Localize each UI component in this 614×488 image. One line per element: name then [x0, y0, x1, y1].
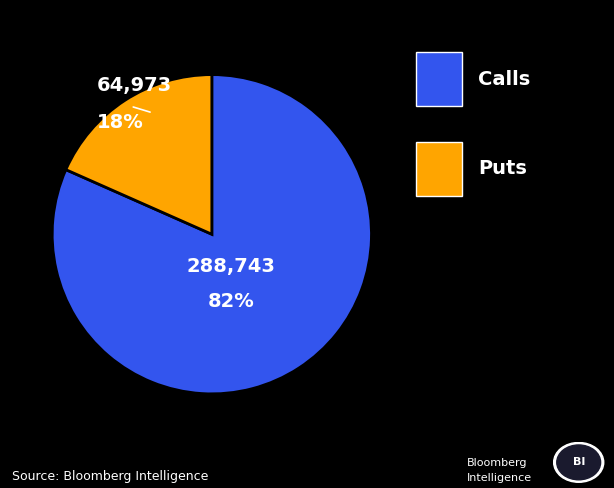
Text: 82%: 82% [208, 292, 254, 311]
Circle shape [557, 445, 600, 480]
Text: Bloomberg: Bloomberg [467, 459, 527, 468]
Text: Calls: Calls [478, 70, 530, 88]
Text: Intelligence: Intelligence [467, 473, 532, 483]
Text: BI: BI [572, 457, 585, 468]
Text: 64,973: 64,973 [97, 76, 172, 95]
Text: Source: Bloomberg Intelligence: Source: Bloomberg Intelligence [12, 470, 209, 483]
FancyBboxPatch shape [416, 142, 462, 196]
Text: 288,743: 288,743 [187, 257, 276, 276]
Circle shape [554, 443, 604, 482]
FancyBboxPatch shape [416, 52, 462, 106]
Wedge shape [66, 75, 212, 234]
Wedge shape [52, 75, 371, 394]
Text: Puts: Puts [478, 160, 527, 178]
Text: 18%: 18% [97, 113, 144, 132]
